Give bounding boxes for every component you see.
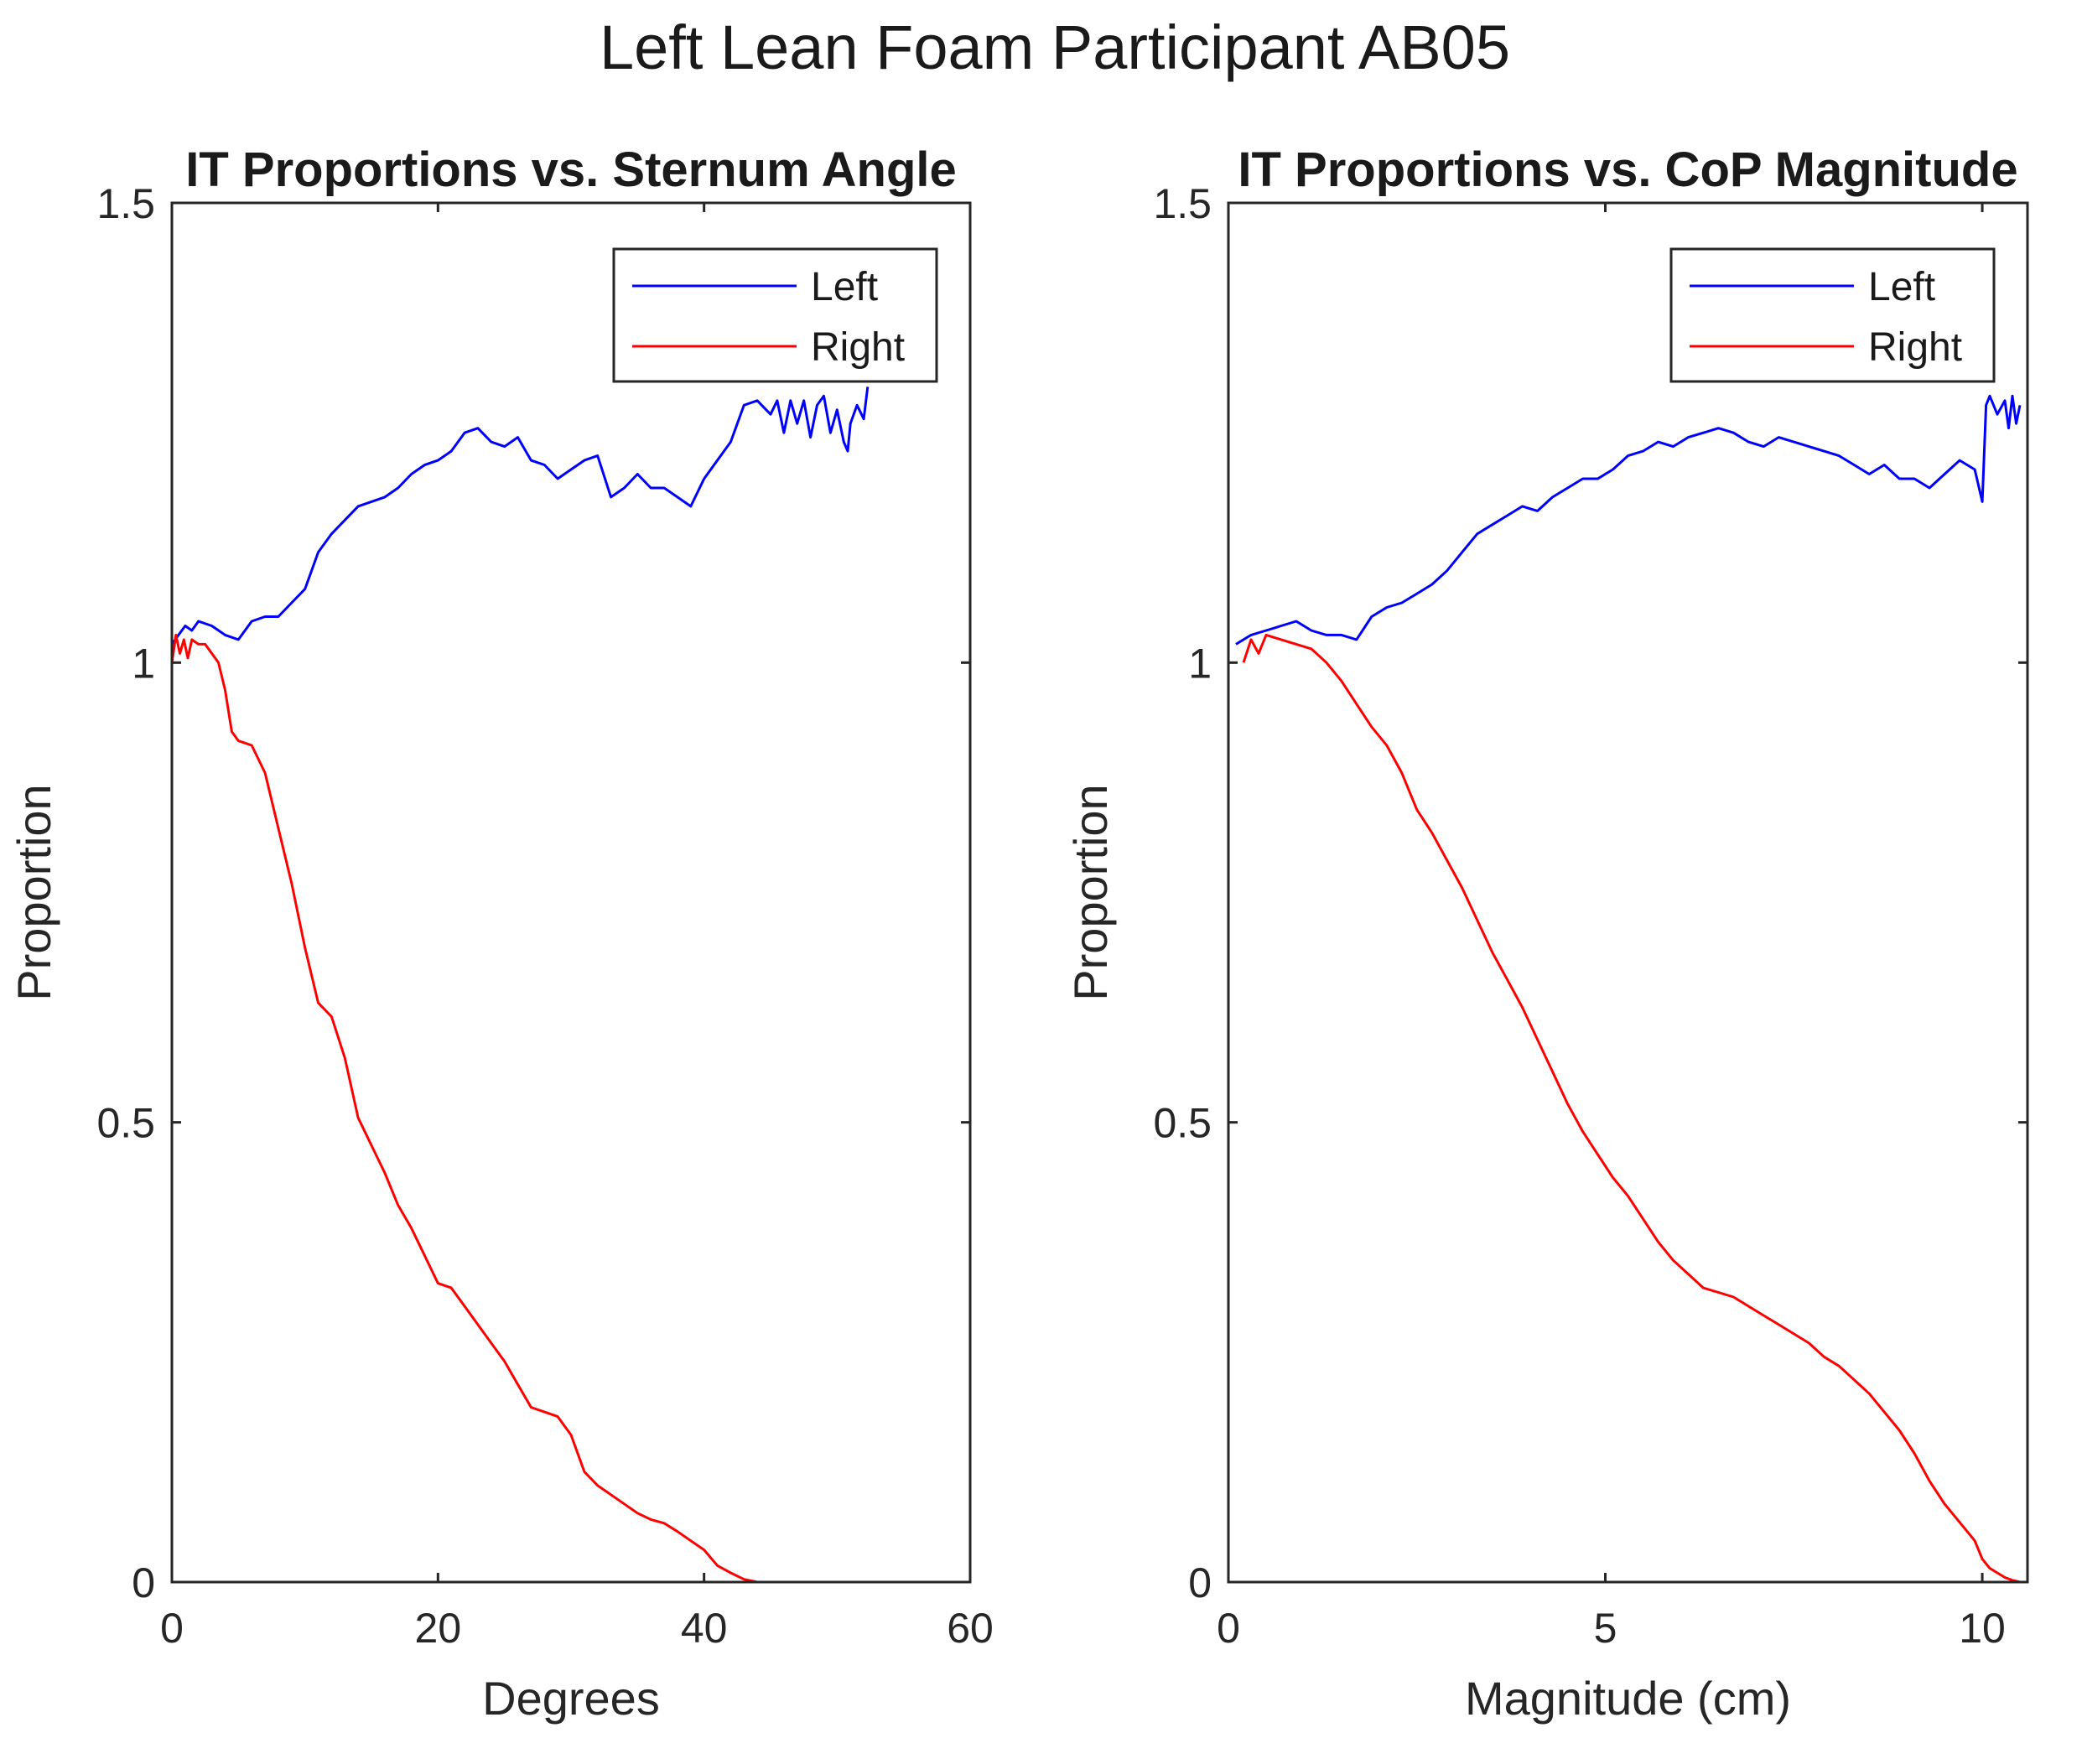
left-chart-xtick-label: 60 [947, 1605, 994, 1652]
right-chart-ytick-label: 1.5 [1153, 180, 1212, 227]
left-chart-xtick-label: 20 [415, 1605, 462, 1652]
left-chart: IT Proportions vs. Sternum Angle 0 0.5 1 1.5… [8, 143, 994, 1725]
right-chart-xtick-label: 0 [1217, 1605, 1240, 1652]
right-chart-plot-area [1228, 203, 2027, 1582]
left-chart-ytick-label: 1 [132, 640, 155, 687]
left-chart-ytick-label: 0 [132, 1559, 155, 1606]
left-chart-legend-box [612, 247, 938, 383]
left-chart-xlabel: Degrees [482, 1672, 660, 1725]
left-chart-ytick-label: 1.5 [96, 180, 155, 227]
right-chart-title: IT Proportions vs. CoP Magnitude [1238, 143, 2017, 197]
right-chart-ytick-label: 0.5 [1153, 1100, 1212, 1147]
left-chart-ytick-label: 0.5 [96, 1100, 155, 1147]
left-chart-series-right-line [170, 633, 864, 1584]
right-chart-ylabel: Proportion [1064, 784, 1117, 1000]
figure-title: Left Lean Foam Participant AB05 [600, 13, 1510, 82]
left-chart-xtick-label: 0 [160, 1605, 184, 1652]
left-chart-legend-label-left: Left [811, 265, 878, 309]
left-chart-xtick-label: 40 [681, 1605, 728, 1652]
right-chart-axes-frame [1227, 201, 2029, 1584]
right-chart-legend-box [1669, 247, 1996, 383]
right-chart-xtick-label: 10 [1959, 1605, 2006, 1652]
right-chart-legend-label-right: Right [1868, 325, 1962, 370]
right-chart-ytick-label: 1 [1188, 640, 1212, 687]
left-chart-legend-label-right: Right [811, 325, 905, 370]
left-chart-title: IT Proportions vs. Sternum Angle [185, 143, 957, 197]
left-chart-axes-frame [170, 201, 972, 1584]
right-chart-legend: Left Right [1669, 247, 1996, 383]
right-chart-series-right-line [1242, 633, 2021, 1584]
right-chart-xlabel: Magnitude (cm) [1465, 1672, 1791, 1725]
right-chart-xtick-label: 5 [1594, 1605, 1617, 1652]
left-chart-legend: Left Right [612, 247, 938, 383]
subplots: IT Proportions vs. Sternum Angle 0 0.5 1 1.5… [8, 143, 2029, 1725]
right-chart: IT Proportions vs. CoP Magnitude 0 0.5 1 1.5… [1064, 143, 2029, 1725]
right-chart-legend-label-left: Left [1868, 265, 1935, 309]
right-chart-series-left-line [1235, 394, 2022, 646]
right-chart-ytick-label: 0 [1188, 1559, 1212, 1606]
left-chart-plot-area [172, 203, 970, 1582]
left-chart-series-left-line [170, 387, 870, 646]
left-chart-ylabel: Proportion [8, 784, 60, 1000]
